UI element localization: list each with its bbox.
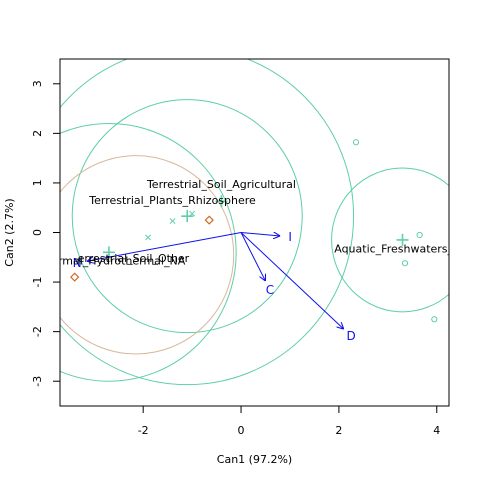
- group-circle: [60, 122, 237, 382]
- circle-point: [401, 260, 409, 267]
- group-means: [102, 195, 409, 259]
- y-tick-label: 0: [31, 229, 44, 236]
- group-circle: [60, 155, 235, 355]
- circle-point: [352, 139, 360, 146]
- y-tick-label: 3: [31, 80, 44, 87]
- circle-point: [416, 231, 423, 239]
- plot-frame: [59, 58, 450, 407]
- group-mean-plus: [102, 246, 115, 259]
- diamond-point: [204, 215, 214, 225]
- group-label: errestrial_Soil_Other: [78, 252, 190, 265]
- group-circle: [71, 99, 303, 334]
- group-label: Thermal_Hydrothermal_NA: [37, 255, 186, 268]
- vector-n-arrow: [87, 232, 242, 262]
- group-circle: [60, 59, 355, 386]
- vector-i-arrow: [240, 233, 280, 236]
- group-label: Aquatic_Freshwaters_l: [334, 242, 456, 255]
- vector-n-label: N: [73, 256, 82, 270]
- group-label: Terrestrial_Plants_Rhizosphere: [88, 194, 256, 207]
- group-mean-plus: [181, 210, 194, 223]
- y-tick-label: -2: [31, 326, 44, 337]
- y-tick-label: -3: [31, 376, 44, 387]
- cross-point: [169, 218, 176, 225]
- vector-c-label: C: [266, 283, 274, 297]
- group-labels: Terrestrial_Soil_Agricultural Terrestrial…: [37, 178, 456, 268]
- circle-point: [431, 316, 438, 323]
- y-tick-label: -1: [31, 277, 44, 288]
- x-tick-label: 4: [433, 424, 440, 437]
- group-circle: [331, 167, 449, 313]
- vector-d-arrow: [240, 232, 344, 330]
- x-tick-label: 2: [335, 424, 342, 437]
- group-mean-plus: [396, 233, 409, 246]
- y-tick-label: 1: [31, 179, 44, 186]
- axes: -2 0 2 4 -3 -2 -1 0 1 2 3: [31, 80, 440, 437]
- group-mean-plus: [215, 195, 228, 208]
- y-axis-title: Can2 (2.7%): [3, 198, 16, 266]
- group-label: Terrestrial_Soil_Agricultural: [146, 178, 296, 191]
- cross-point: [145, 234, 152, 241]
- observation-points: [70, 139, 438, 323]
- vector-i-label: I: [288, 230, 292, 244]
- vector-d-label: D: [346, 329, 355, 343]
- variable-vectors: I C D N: [73, 230, 356, 343]
- vector-c-arrow: [240, 232, 265, 282]
- x-tick-label: -2: [138, 424, 149, 437]
- y-tick-label: 2: [31, 130, 44, 137]
- diamond-point: [70, 272, 80, 282]
- x-axis-title: Can1 (97.2%): [217, 453, 292, 466]
- x-tick-label: 0: [238, 424, 245, 437]
